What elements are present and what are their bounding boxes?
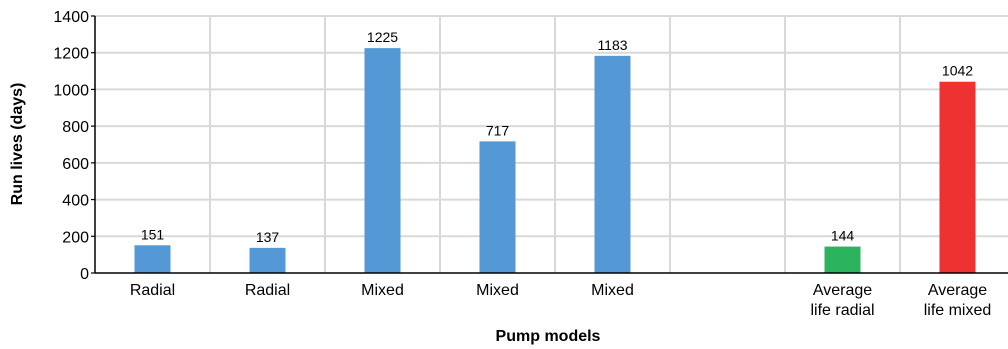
data-label: 151 — [141, 226, 165, 242]
data-label: 1183 — [597, 37, 627, 53]
x-tick-label: Mixed — [476, 282, 519, 299]
axes: 0 200 400 600 800 1000 1200 1400 — [53, 9, 1008, 283]
data-label: 717 — [486, 122, 510, 138]
data-label: 137 — [256, 229, 280, 245]
y-tick-label: 400 — [62, 193, 89, 210]
x-tick-label: Average — [813, 282, 872, 299]
bar — [364, 48, 401, 273]
labels: 151 Radial 137 Radial 1225 Mixed 717 Mixed 1183 M… — [130, 29, 991, 319]
bar — [249, 247, 286, 273]
bar — [824, 246, 861, 273]
y-tick-label: 1400 — [53, 9, 89, 26]
x-tick-label: Mixed — [361, 282, 404, 299]
x-tick-label: Radial — [245, 282, 290, 299]
bar — [134, 245, 171, 273]
bar — [939, 81, 976, 274]
data-label: 1042 — [942, 63, 973, 79]
x-tick-label: Mixed — [591, 282, 634, 299]
x-tick-label: Average — [928, 282, 987, 299]
data-label: 144 — [831, 228, 855, 244]
grid-lines — [95, 15, 1008, 273]
y-tick-label: 1200 — [53, 46, 89, 63]
x-axis-title: Pump models — [496, 328, 601, 345]
y-tick-label: 0 — [80, 266, 89, 283]
y-tick-label: 800 — [62, 119, 89, 136]
bar — [594, 55, 631, 274]
x-tick-label: life radial — [810, 302, 874, 319]
x-tick-label: Radial — [130, 282, 175, 299]
y-tick-label: 200 — [62, 229, 89, 246]
y-axis-title: Run lives (days) — [9, 83, 26, 206]
data-label: 1225 — [367, 29, 398, 45]
y-tick-label: 600 — [62, 156, 89, 173]
y-tick-label: 1000 — [53, 82, 89, 99]
bars — [134, 48, 976, 274]
bar — [479, 141, 516, 273]
x-tick-label: life mixed — [924, 302, 992, 319]
